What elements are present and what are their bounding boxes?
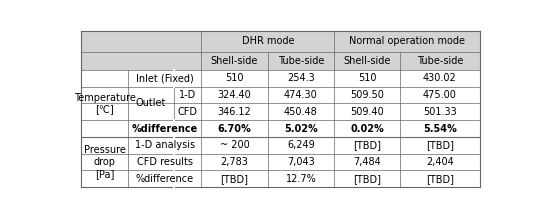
Text: [TBD]: [TBD] — [220, 174, 248, 184]
Text: 2,404: 2,404 — [426, 157, 453, 167]
Text: Tube-side: Tube-side — [417, 56, 463, 66]
Text: 474.30: 474.30 — [284, 90, 318, 100]
Text: 7,484: 7,484 — [353, 157, 381, 167]
Bar — [81, 103, 480, 120]
Bar — [81, 31, 480, 52]
Text: 6,249: 6,249 — [287, 140, 315, 150]
Text: [TBD]: [TBD] — [426, 174, 453, 184]
Text: Normal operation mode: Normal operation mode — [349, 37, 465, 46]
Text: 475.00: 475.00 — [423, 90, 457, 100]
Text: Shell-side: Shell-side — [211, 56, 258, 66]
Text: Inlet (Fixed): Inlet (Fixed) — [136, 73, 194, 83]
Text: 510: 510 — [358, 73, 376, 83]
Text: 510: 510 — [225, 73, 244, 83]
Text: Temperature
[℃]: Temperature [℃] — [74, 93, 136, 114]
Text: 0.02%: 0.02% — [350, 124, 384, 133]
Bar — [81, 137, 480, 154]
Text: 1-D: 1-D — [179, 90, 196, 100]
Text: 346.12: 346.12 — [218, 107, 252, 117]
Bar — [81, 70, 480, 87]
Text: 12.7%: 12.7% — [286, 174, 316, 184]
Bar — [81, 87, 480, 103]
Text: 2,783: 2,783 — [220, 157, 248, 167]
Bar — [81, 52, 480, 70]
Text: 1-D analysis: 1-D analysis — [135, 140, 195, 150]
Text: 254.3: 254.3 — [287, 73, 315, 83]
Text: [TBD]: [TBD] — [353, 140, 381, 150]
Text: Shell-side: Shell-side — [344, 56, 391, 66]
Text: 5.02%: 5.02% — [284, 124, 318, 133]
Text: %difference: %difference — [132, 124, 198, 133]
Text: 450.48: 450.48 — [284, 107, 318, 117]
Text: [TBD]: [TBD] — [353, 174, 381, 184]
Text: CFD results: CFD results — [137, 157, 193, 167]
Text: Pressure
drop
[Pa]: Pressure drop [Pa] — [84, 145, 126, 179]
Text: ~ 200: ~ 200 — [220, 140, 249, 150]
Bar — [81, 120, 480, 137]
Text: Tube-side: Tube-side — [278, 56, 324, 66]
Text: 430.02: 430.02 — [423, 73, 457, 83]
Text: 509.50: 509.50 — [350, 90, 384, 100]
Text: 509.40: 509.40 — [350, 107, 384, 117]
Text: 501.33: 501.33 — [423, 107, 457, 117]
Text: 7,043: 7,043 — [287, 157, 315, 167]
Text: CFD: CFD — [177, 107, 197, 117]
Text: Outlet: Outlet — [136, 98, 166, 108]
Text: DHR mode: DHR mode — [242, 37, 294, 46]
Bar — [81, 154, 480, 170]
Text: 5.54%: 5.54% — [423, 124, 457, 133]
Bar — [81, 170, 480, 187]
Text: [TBD]: [TBD] — [426, 140, 453, 150]
Text: %difference: %difference — [136, 174, 194, 184]
Text: 6.70%: 6.70% — [218, 124, 252, 133]
Text: 324.40: 324.40 — [218, 90, 252, 100]
